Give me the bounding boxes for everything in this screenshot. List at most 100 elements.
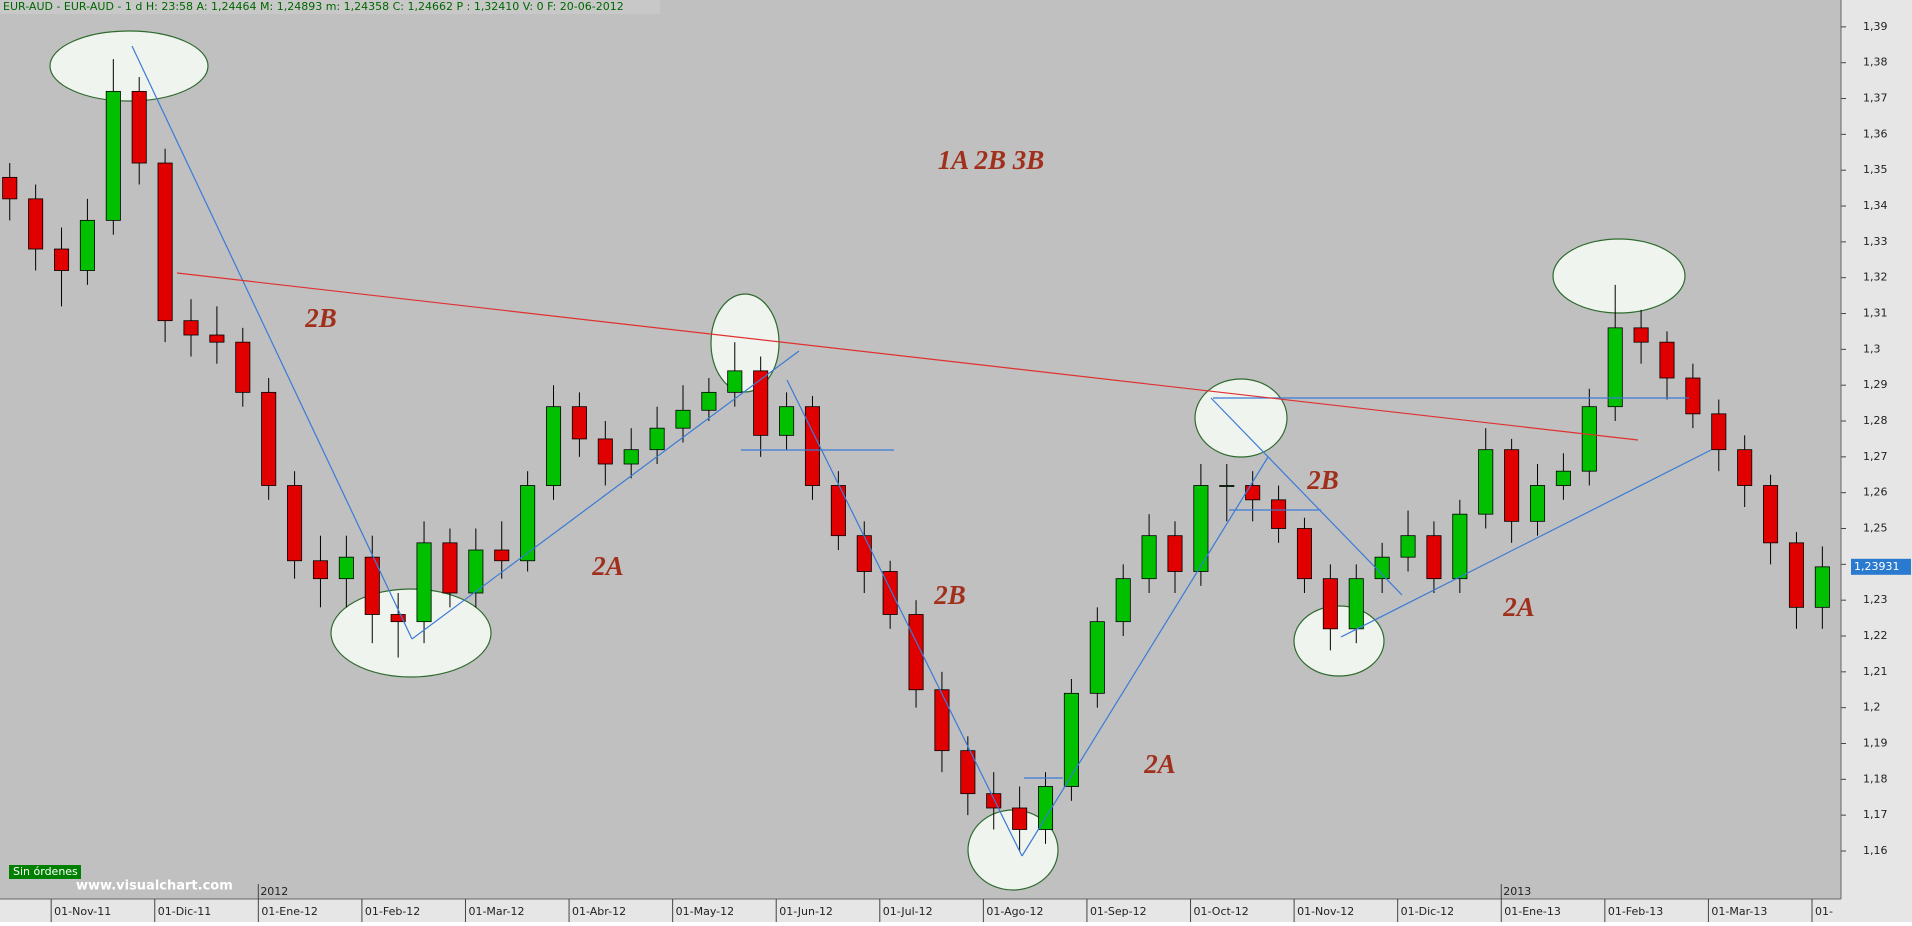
annotation: 2A [1143,749,1176,779]
header: EUR-AUD - EUR-AUD - 1 d H: 23:58 A: 1,24… [3,0,624,13]
annotation: 2A [1502,592,1535,622]
candle-body [79,219,95,271]
candle-body [779,406,795,436]
candle-body [1633,327,1649,343]
candle-body [1711,413,1727,451]
candle-body [1167,535,1183,572]
plot-background [0,0,1841,899]
candle-body [1426,535,1442,580]
status-box [9,865,81,879]
candle-body [1685,377,1701,415]
trend-line [1021,456,1269,857]
y-tick-label: 1,21 [1863,665,1888,678]
x-tick-label: 01-Abr-12 [572,905,626,918]
y-tick-label: 1,19 [1863,736,1888,749]
resistance-line [176,272,1639,441]
candle-body [1478,449,1494,515]
y-tick-label: 1,25 [1863,522,1888,535]
candle-body [312,560,328,580]
candle-body [1581,406,1597,472]
highlight-ellipse [1293,605,1385,677]
y-tick-label: 1,16 [1863,844,1888,857]
candle-body [1193,485,1209,572]
candle-body [1607,327,1623,408]
candle-body [338,556,354,580]
watermark: www.visualchart.com [76,879,233,894]
highlight-ellipse [330,588,492,678]
candle-body [830,485,846,537]
y-tick-label: 1,38 [1863,56,1888,69]
y-tick-label: 1,22 [1863,629,1888,642]
y-tick-label: 1,37 [1863,92,1888,105]
highlight-ellipse [49,30,209,102]
x-tick-label: 01-Jul-12 [883,905,933,918]
candle-body [1296,528,1312,580]
candle-body [494,549,510,562]
x-tick-label: 01-Nov-11 [54,905,111,918]
candle-body [54,248,70,271]
trend-line [1340,449,1712,638]
x-tick-label: 01-Jun-12 [779,905,833,918]
annotation: 2A [591,551,624,581]
candle-body [701,391,717,411]
x-tick-label: 01- [1815,905,1833,918]
candle-body [416,542,432,623]
y-tick-label: 1,28 [1863,414,1888,427]
y-tick-label: 1,36 [1863,127,1888,140]
candle-body [209,334,225,343]
x-tick-label: 01-Ene-13 [1504,905,1561,918]
trend-line [786,379,1023,857]
candle-body [753,370,769,436]
candle-body [1012,807,1028,830]
candle-body [1737,449,1753,486]
year-label: 2012 [260,885,288,898]
y-tick-label: 1,17 [1863,808,1888,821]
y-tick-label: 1,34 [1863,199,1888,212]
candle-body [131,90,147,164]
y-tick-label: 1,2 [1863,701,1881,714]
candle-body [1555,470,1571,486]
candle-body [1037,786,1054,830]
candle-body [1763,485,1779,544]
candle-body [2,176,18,200]
x-tick-label: 01-Ago-12 [986,905,1043,918]
candle-body [157,162,173,322]
candle-body [546,406,562,486]
candle-body [623,449,639,465]
status: Sin órdenes [13,865,78,878]
annotation: 2B [933,580,966,610]
y-tick-label: 1,23 [1863,593,1888,606]
candle-body [520,485,536,562]
candle-body [1504,449,1520,522]
last-price-box [1851,558,1911,575]
price-axis-panel [1841,0,1912,922]
y-tick-label: 1,26 [1863,486,1888,499]
highlight-ellipse [710,293,780,393]
candle-body [442,542,458,594]
candle-body [1063,692,1079,787]
year-label: 2013 [1503,885,1531,898]
x-tick-label: 01-Oct-12 [1194,905,1249,918]
candle-body [804,406,820,486]
x-tick-label: 01-Nov-12 [1297,905,1354,918]
candle-body [287,485,303,562]
candle-body [1452,513,1468,580]
annotation: 2B [1306,465,1339,495]
x-tick-label: 01-Dic-12 [1401,905,1455,918]
y-tick-label: 1,29 [1863,378,1888,391]
candle-body [597,438,613,465]
x-tick-label: 01-Feb-12 [365,905,420,918]
time-axis-panel [0,899,1841,922]
trend-line [1210,397,1403,596]
x-tick-label: 01-Dic-11 [158,905,212,918]
candle-body [934,689,950,752]
candle-body [1788,542,1804,608]
candle-body [675,409,691,429]
candle-body [649,427,665,451]
candle-body [1141,535,1157,580]
candle-body [1348,578,1364,630]
y-tick-label: 1,3 [1863,342,1881,355]
highlight-ellipse [1552,238,1686,314]
candle-body [235,341,251,393]
